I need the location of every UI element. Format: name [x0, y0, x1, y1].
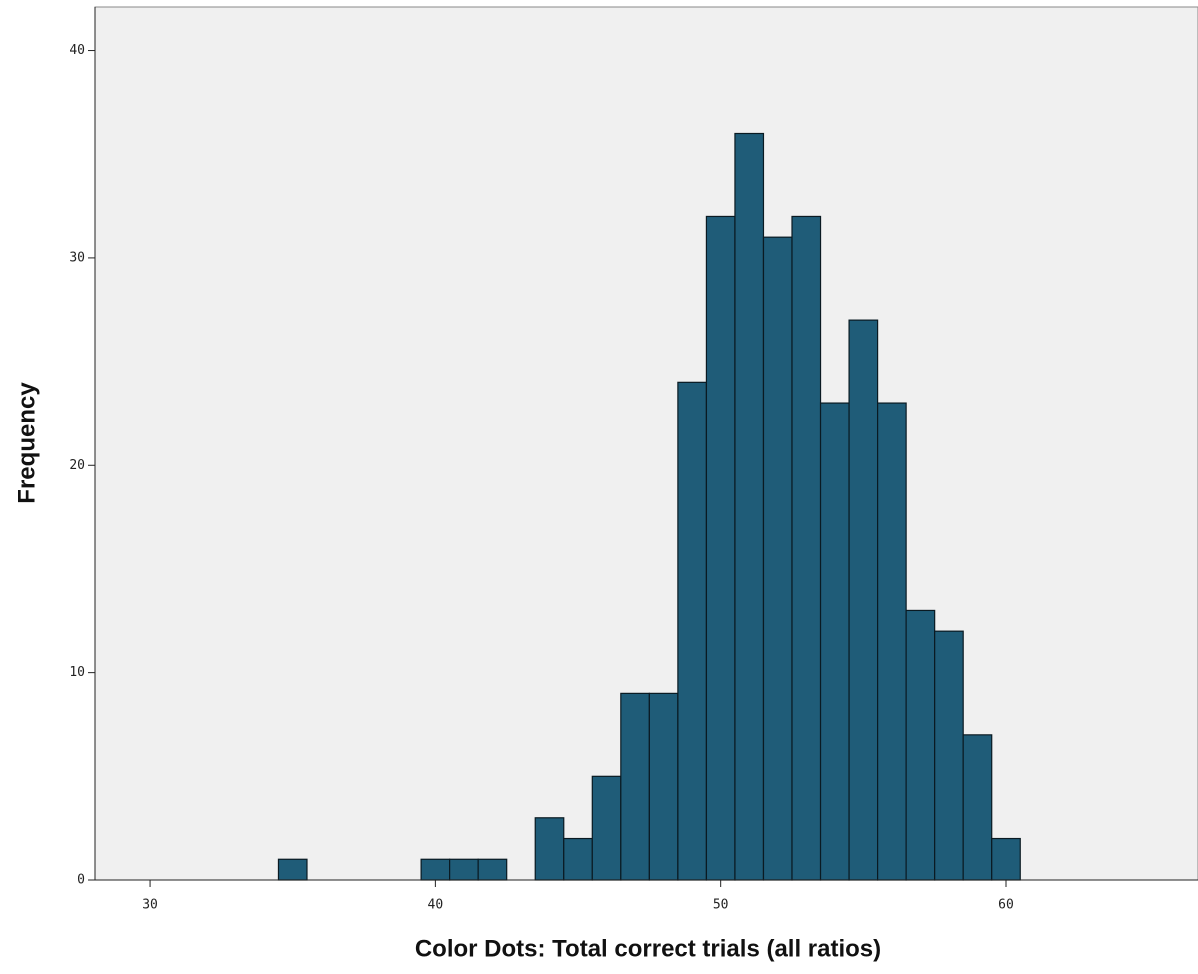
bar — [449, 858, 479, 881]
bar — [591, 775, 622, 881]
x-tick-label: 50 — [713, 898, 729, 913]
x-tick-label: 40 — [428, 898, 444, 913]
y-tick-label: 20 — [69, 458, 85, 473]
bar — [620, 692, 650, 881]
bar — [534, 817, 565, 881]
bar — [734, 132, 765, 881]
x-tick-label: 60 — [998, 898, 1014, 913]
bar — [762, 236, 793, 881]
bar — [648, 692, 679, 881]
bar — [905, 609, 936, 881]
x-axis-label: Color Dots: Total correct trials (all ra… — [415, 935, 881, 962]
bar — [277, 858, 308, 881]
bar — [705, 215, 736, 881]
bar — [677, 381, 708, 881]
bar — [477, 858, 508, 881]
bar — [962, 734, 993, 881]
y-tick-label: 10 — [69, 665, 85, 680]
bar — [563, 837, 593, 881]
bar — [934, 630, 964, 881]
bar — [420, 858, 451, 881]
bar — [848, 319, 879, 881]
y-tick-label: 30 — [69, 250, 85, 265]
y-tick-label: 40 — [69, 43, 85, 58]
bar — [876, 402, 907, 881]
bar — [791, 215, 822, 881]
y-tick-label: 0 — [77, 873, 85, 888]
bar — [991, 837, 1021, 881]
x-tick-label: 30 — [142, 898, 158, 913]
bar — [819, 402, 850, 881]
y-axis-label: Frequency — [13, 382, 40, 504]
